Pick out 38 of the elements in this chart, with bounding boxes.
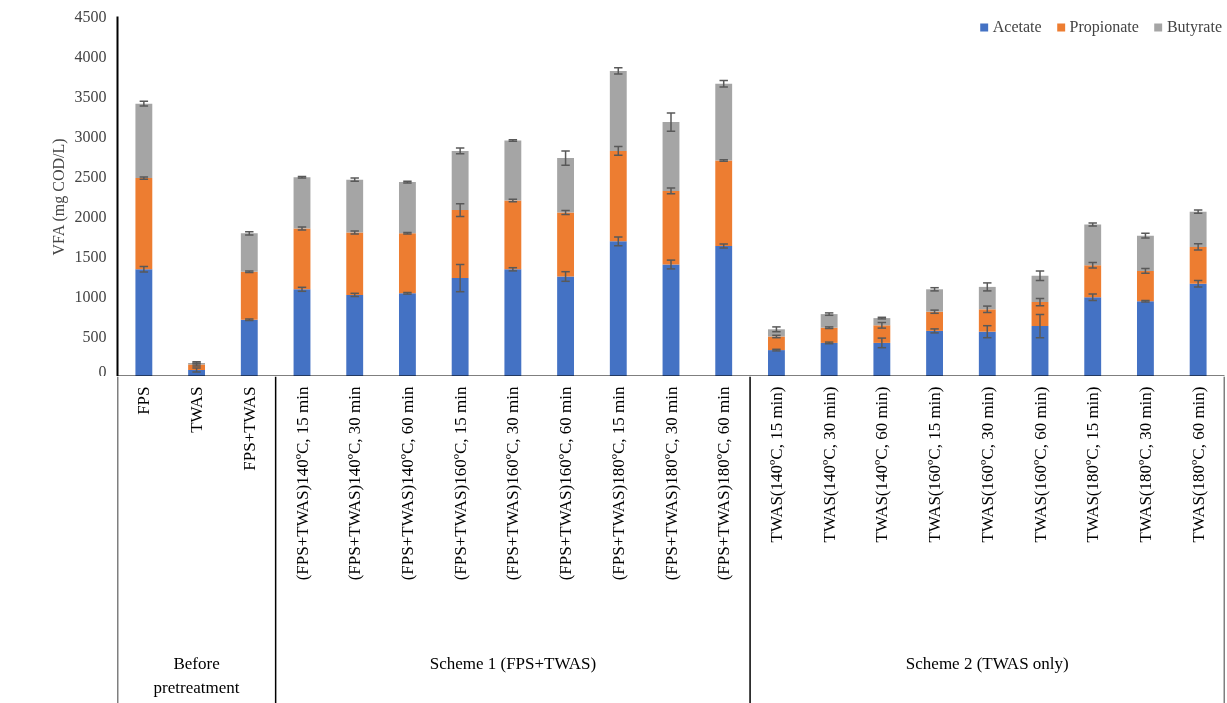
y-tick-label: 3000 — [74, 128, 107, 145]
y-tick-label: 1000 — [74, 288, 107, 305]
y-tick-label: 1500 — [74, 248, 107, 265]
x-tick-label: TWAS(160ºC, 15 min) — [925, 386, 945, 543]
x-tick-label: FPS — [134, 386, 154, 415]
x-tick-label: (FPS+TWAS)160ºC, 15 min — [450, 386, 470, 581]
x-tick-label: TWAS(180ºC, 30 min) — [1135, 386, 1155, 543]
legend-label: Acetate — [992, 18, 1042, 36]
x-tick-label: TWAS(160ºC, 60 min) — [1030, 386, 1050, 543]
y-axis-title: VFA (mg COD/L) — [49, 138, 68, 256]
x-tick-label: TWAS(140ºC, 15 min) — [766, 386, 786, 543]
x-tick-label: (FPS+TWAS)140ºC, 30 min — [345, 386, 365, 581]
x-tick-label: (FPS+TWAS)140ºC, 60 min — [397, 386, 417, 581]
x-tick-label: TWAS(140ºC, 30 min) — [819, 386, 839, 543]
x-tick-label: (FPS+TWAS)160ºC, 30 min — [503, 386, 523, 581]
text: Scheme 1 (FPS+TWAS) — [429, 653, 597, 673]
x-tick-label: TWAS(140ºC, 60 min) — [872, 386, 892, 543]
x-tick-label: TWAS(180ºC, 60 min) — [1188, 386, 1208, 543]
y-tick-label: 4500 — [74, 8, 107, 25]
y-tick-label: 2000 — [74, 208, 107, 225]
x-tick-label: (FPS+TWAS)180ºC, 15 min — [608, 386, 628, 581]
x-tick-label: FPS+TWAS — [239, 386, 259, 471]
y-tick-label: 0 — [98, 362, 107, 380]
text: Before pretreatment — [153, 653, 240, 698]
x-tick-label: TWAS(180ºC, 15 min) — [1083, 386, 1103, 543]
y-tick-label: 500 — [82, 328, 107, 345]
x-tick-label: TWAS — [187, 386, 207, 433]
x-tick-label: (FPS+TWAS)180ºC, 30 min — [661, 386, 681, 581]
y-tick-label: 2500 — [74, 168, 107, 185]
x-tick-label: (FPS+TWAS)140ºC, 15 min — [292, 386, 312, 581]
y-tick-label: 3500 — [74, 88, 107, 105]
legend-label: Butyrate — [1166, 18, 1222, 36]
y-tick-label: 4000 — [74, 48, 107, 65]
x-tick-label: (FPS+TWAS)160ºC, 60 min — [556, 386, 576, 581]
x-tick-label: TWAS(160ºC, 30 min) — [977, 386, 997, 543]
x-tick-label: (FPS+TWAS)180ºC, 60 min — [714, 386, 734, 581]
text: Scheme 2 (TWAS only) — [905, 653, 1069, 673]
legend-label: Propionate — [1069, 18, 1139, 36]
